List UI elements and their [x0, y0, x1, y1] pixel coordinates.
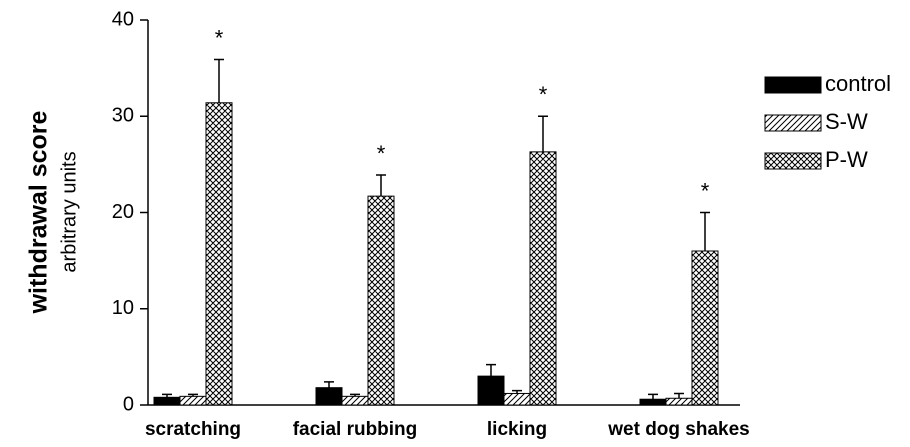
significance-mark: *	[377, 141, 386, 166]
x-tick-label: licking	[487, 419, 547, 440]
y-tick-label: 30	[112, 105, 134, 127]
legend-label: control	[825, 71, 891, 96]
significance-mark: *	[539, 82, 548, 107]
bar	[367, 195, 395, 406]
legend-swatch	[764, 76, 822, 94]
legend-label: S-W	[825, 109, 868, 134]
bar	[341, 395, 369, 406]
error-bar	[674, 392, 684, 399]
y-tick-label: 20	[112, 201, 134, 223]
bar	[639, 398, 667, 406]
error-bar	[538, 115, 548, 152]
bar	[315, 387, 343, 406]
error-bar	[376, 174, 386, 197]
x-tick-label: scratching	[145, 419, 241, 440]
legend-label: P-W	[825, 147, 868, 172]
y-tick-label: 0	[123, 393, 134, 415]
bar	[477, 375, 505, 406]
x-tick-label: wet dog shakes	[607, 419, 750, 440]
y-tick-label: 10	[112, 297, 134, 319]
bar	[205, 102, 233, 406]
significance-mark: *	[215, 25, 224, 50]
y-axis-subtitle: arbitrary units	[58, 151, 80, 272]
error-bar	[700, 211, 710, 251]
bar	[179, 395, 207, 406]
legend-swatch	[764, 114, 822, 132]
error-bar	[214, 58, 224, 103]
bar	[529, 151, 557, 406]
significance-mark: *	[701, 178, 710, 203]
error-bar	[648, 393, 658, 400]
error-bar	[324, 381, 334, 388]
y-axis-title: withdrawal score	[25, 110, 53, 314]
bar	[153, 396, 181, 406]
bar	[665, 397, 693, 406]
legend-swatch	[764, 152, 822, 170]
bar	[503, 392, 531, 406]
bar	[691, 250, 719, 406]
x-tick-label: facial rubbing	[293, 419, 418, 440]
y-tick-label: 40	[112, 8, 134, 30]
error-bar	[486, 363, 496, 377]
